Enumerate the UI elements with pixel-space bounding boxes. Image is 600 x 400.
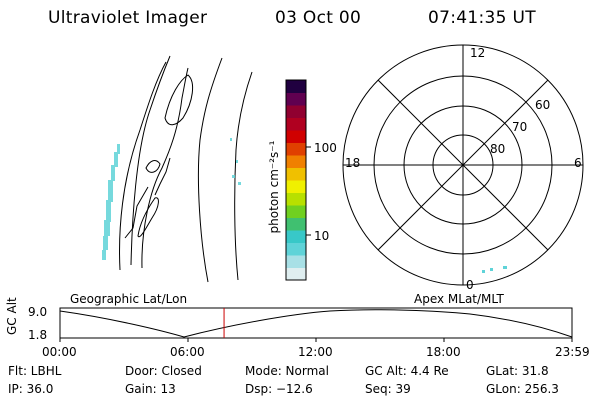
info-ip: IP: 36.0 <box>8 382 54 396</box>
info-filter: Flt: LBHL <box>8 364 62 378</box>
info-glat: GLat: 31.8 <box>486 364 549 378</box>
colorbar-band <box>286 142 306 156</box>
polar-aurora-points <box>482 266 507 273</box>
info-dsp: Dsp: −12.6 <box>245 382 313 396</box>
time-tick-1200: 12:00 <box>298 345 333 359</box>
altitude-tick-9: 9.0 <box>28 305 48 319</box>
info-door: Door: Closed <box>125 364 202 378</box>
mlt-label-0: 0 <box>466 278 474 292</box>
state-line-2 <box>154 157 171 196</box>
region-outline-1 <box>164 74 194 126</box>
colorbar-band <box>286 105 306 118</box>
colorbar-band <box>286 167 306 181</box>
colorbar-band <box>286 80 306 93</box>
info-glon: GLon: 256.3 <box>486 382 559 396</box>
coast-line-2 <box>141 67 189 269</box>
colorbar-band <box>286 230 306 243</box>
altitude-curve <box>59 309 573 338</box>
colorbar-band <box>286 92 306 106</box>
mlt-label-6: 6 <box>574 156 582 170</box>
colorbar-tick-100: 100 <box>314 141 337 155</box>
state-line-1 <box>124 186 149 239</box>
colorbar-gradient <box>286 80 306 281</box>
info-gc-alt: GC Alt: 4.4 Re <box>365 364 449 378</box>
header-time: 07:41:35 UT <box>428 8 536 28</box>
meridian-1 <box>197 57 223 283</box>
colorbar-band <box>286 217 306 231</box>
colorbar-band <box>286 242 306 256</box>
colorbar-band <box>286 155 306 168</box>
colorbar-band <box>286 130 306 143</box>
region-outline-3 <box>145 160 161 173</box>
mlt-label-18: 18 <box>345 156 361 170</box>
header-date: 03 Oct 00 <box>275 8 362 28</box>
app-title: Ultraviolet Imager <box>48 8 208 28</box>
colorbar-band <box>286 117 306 131</box>
colorbar-band <box>286 267 306 281</box>
colorbar-tick-10: 10 <box>314 229 330 243</box>
time-tick-0600: 06:00 <box>170 345 205 359</box>
time-tick-0000: 00:00 <box>42 345 77 359</box>
altitude-axis-label: GC Alt <box>5 297 19 335</box>
colorbar-band <box>286 205 306 218</box>
lat-label-80: 80 <box>490 142 506 156</box>
colorbar-band <box>286 180 306 193</box>
polar-axis-diag-2 <box>377 79 549 251</box>
aurora-emission <box>102 138 241 260</box>
mlt-label-12: 12 <box>470 46 486 60</box>
info-gain: Gain: 13 <box>125 382 176 396</box>
meridian-2 <box>234 71 253 281</box>
colorbar-band <box>286 192 306 206</box>
apex-panel-label: Apex MLat/MLT <box>414 292 504 306</box>
info-mode: Mode: Normal <box>245 364 329 378</box>
colorbar-band <box>286 255 306 268</box>
lat-label-60: 60 <box>535 98 551 112</box>
coast-line-3 <box>119 61 167 271</box>
time-tick-1800: 18:00 <box>426 345 461 359</box>
time-tick-2359: 23:59 <box>555 345 590 359</box>
info-seq: Seq: 39 <box>365 382 411 396</box>
region-outline-2 <box>137 197 159 238</box>
geographic-panel-label: Geographic Lat/Lon <box>70 292 188 306</box>
lat-label-70: 70 <box>512 120 528 134</box>
altitude-tick-1-8: 1.8 <box>28 328 48 342</box>
